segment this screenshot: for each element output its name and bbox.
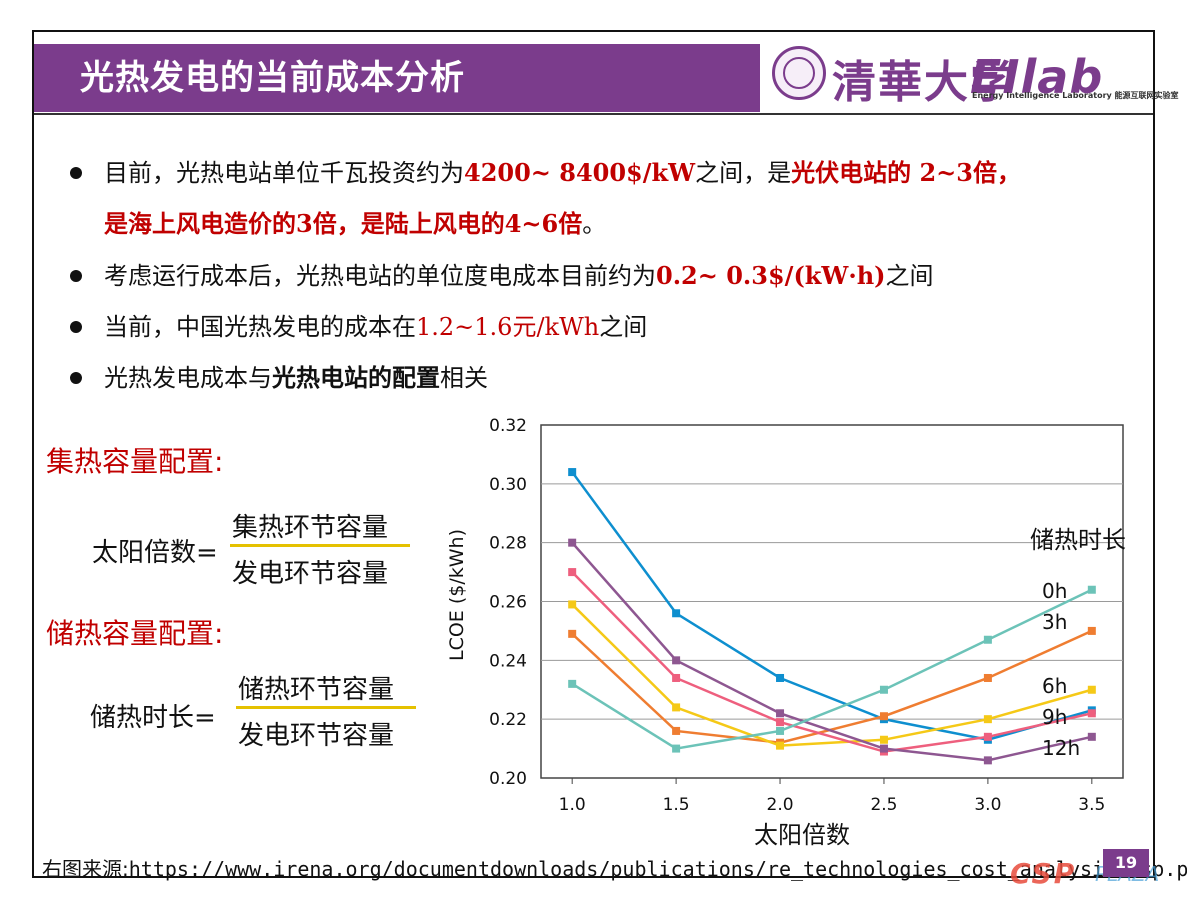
data-point-6h — [983, 715, 992, 724]
csp-watermark: CSP — [1010, 857, 1077, 890]
data-point-0h — [672, 609, 681, 618]
x-tick-label: 2.0 — [767, 795, 794, 815]
fraction-line — [236, 706, 416, 709]
data-point-0h-storage-teal — [776, 726, 785, 735]
data-point-9h — [1087, 709, 1096, 718]
x-axis-label: 太阳倍数 — [754, 821, 850, 849]
y-axis-label: LCOE ($/kWh) — [446, 529, 468, 661]
y-tick-label: 0.30 — [489, 475, 527, 495]
header-divider — [34, 113, 1153, 115]
eilab-logo-subtitle: Energy Intelligence Laboratory 能源互联网实验室 — [972, 91, 1179, 100]
data-point-6h — [672, 703, 681, 712]
data-point-6h — [568, 600, 577, 609]
tsinghua-seal-logo — [772, 46, 826, 100]
y-tick-label: 0.20 — [489, 769, 527, 789]
title-bar — [34, 44, 760, 112]
legend-entry: 9h — [1042, 705, 1067, 729]
data-point-9h — [568, 568, 577, 577]
data-point-0h-storage-teal — [983, 635, 992, 644]
bullet-dot-icon — [70, 320, 82, 333]
tsinghua-logo-text: 清華大学 — [832, 57, 1016, 108]
data-point-6h — [776, 741, 785, 750]
bullet-1: 目前，光热电站单位千瓦投资约为4200~ 8400$/kW之间，是光伏电站的 2… — [70, 153, 1021, 188]
source-citation: 右图来源:https://www.irena.org/documentdownl… — [42, 853, 1187, 882]
data-point-0h-storage-teal — [879, 685, 888, 694]
data-point-3h — [568, 629, 577, 638]
eilab-logo: EIlab — [970, 50, 1104, 104]
data-point-0h — [568, 468, 577, 477]
data-point-12h — [879, 744, 888, 753]
series-line-9h — [571, 571, 1093, 753]
data-point-0h-storage-teal — [568, 679, 577, 688]
source-url-link[interactable]: https://www.irena.org/documentdownloads/… — [128, 857, 1187, 881]
series-line-0h — [571, 471, 1093, 742]
x-tick-label: 3.5 — [1078, 795, 1105, 815]
x-tick-label: 2.5 — [870, 795, 897, 815]
legend-entry: 0h — [1042, 579, 1067, 603]
data-point-6h — [879, 735, 888, 744]
x-tick-label: 1.5 — [663, 795, 690, 815]
data-point-0h — [776, 673, 785, 682]
data-point-12h — [672, 656, 681, 665]
slide-title: 光热发电的当前成本分析 — [80, 58, 465, 98]
data-point-9h — [983, 732, 992, 741]
page-number: 19 — [1103, 849, 1149, 877]
fraction-line — [230, 544, 410, 547]
data-point-3h — [879, 712, 888, 721]
section-collector-config-title: 集热容量配置: — [46, 445, 224, 478]
data-point-3h — [1087, 626, 1096, 635]
legend-entry: 3h — [1042, 610, 1067, 634]
legend-entry: 12h — [1042, 736, 1080, 760]
data-point-12h — [776, 709, 785, 718]
y-tick-label: 0.26 — [489, 593, 527, 613]
solar-multiple-denominator: 发电环节容量 — [232, 559, 389, 589]
slide-frame — [32, 30, 1155, 878]
solar-multiple-label: 太阳倍数= — [92, 538, 218, 568]
series-line-12h — [571, 541, 1093, 762]
bullet-dot-icon — [70, 371, 82, 384]
y-tick-label: 0.32 — [489, 416, 527, 436]
data-point-3h — [983, 673, 992, 682]
y-tick-label: 0.22 — [489, 710, 527, 730]
y-tick-label: 0.28 — [489, 534, 527, 554]
data-point-12h — [1087, 732, 1096, 741]
data-point-9h — [776, 718, 785, 727]
storage-hours-denominator: 发电环节容量 — [238, 721, 395, 751]
bullet-1-line2: 是海上风电造价的3倍，是陆上风电的4~6倍。 — [104, 209, 607, 238]
storage-hours-numerator: 储热环节容量 — [238, 675, 395, 705]
data-point-12h — [568, 538, 577, 547]
data-point-12h — [983, 756, 992, 765]
data-point-3h — [672, 726, 681, 735]
data-point-6h — [1087, 685, 1096, 694]
data-point-0h-storage-teal — [672, 744, 681, 753]
legend-title: 储热时长 — [1030, 526, 1126, 554]
x-tick-label: 1.0 — [559, 795, 586, 815]
bullet-dot-icon — [70, 269, 82, 282]
solar-multiple-numerator: 集热环节容量 — [232, 513, 389, 543]
bullet-2: 考虑运行成本后，光热电站的单位度电成本目前约为0.2~ 0.3$/(kW·h)之… — [70, 256, 934, 291]
data-point-9h — [672, 673, 681, 682]
series-line-0h-storage-teal — [571, 588, 1093, 750]
bullet-dot-icon — [70, 166, 82, 179]
section-storage-config-title: 储热容量配置: — [46, 617, 224, 650]
y-tick-label: 0.24 — [489, 651, 527, 671]
series-line-3h — [571, 629, 1093, 744]
series-line-6h — [571, 603, 1093, 747]
x-tick-label: 3.0 — [974, 795, 1001, 815]
bullet-4: 光热发电成本与光热电站的配置相关 — [70, 358, 488, 393]
storage-hours-label: 储热时长= — [90, 703, 216, 733]
legend-entry: 6h — [1042, 674, 1067, 698]
data-point-0h-storage-teal — [1087, 585, 1096, 594]
bullet-3: 当前，中国光热发电的成本在1.2~1.6元/kWh之间 — [70, 307, 647, 342]
